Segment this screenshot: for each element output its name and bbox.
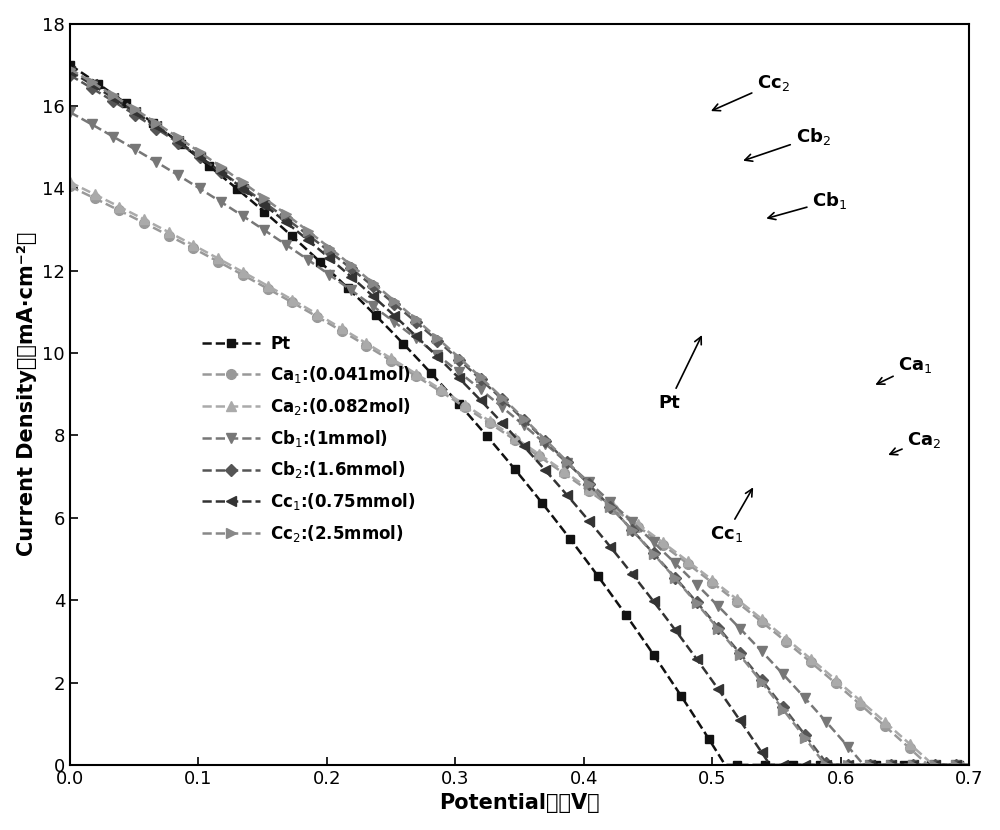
Cc2:(2.5mmol) — [64, 64, 76, 74]
Ca2:(0.082mol) — [228, 262, 240, 272]
Cc2:(2.5mmol) — [760, 683, 772, 693]
Ca1:(0.041mol) — [989, 760, 1000, 770]
Cc2:(2.5mmol) — [482, 379, 494, 389]
Text: Ca$_1$: Ca$_1$ — [877, 355, 933, 384]
Y-axis label: Current Density　（mA·cm⁻²）: Current Density （mA·cm⁻²） — [17, 232, 37, 556]
Cb2:(1.6mmol) — [989, 760, 1000, 770]
Pt — [762, 760, 774, 770]
Line: Cc1:(0.75mmol): Cc1:(0.75mmol) — [65, 66, 1000, 769]
Cc1:(0.75mmol) — [760, 754, 772, 764]
Ca2:(0.082mol) — [682, 556, 694, 566]
Pt — [989, 760, 1000, 770]
Cb2:(1.6mmol) — [228, 176, 240, 186]
Pt — [302, 246, 314, 256]
Text: Pt: Pt — [658, 337, 701, 412]
Cb1:(1mmol) — [682, 570, 694, 580]
Ca2:(0.082mol) — [64, 178, 76, 188]
Cb2:(1.6mmol) — [302, 230, 314, 240]
Ca2:(0.082mol) — [302, 304, 314, 314]
Cc1:(0.75mmol) — [682, 642, 694, 652]
Text: Cc$_1$: Cc$_1$ — [710, 489, 752, 544]
Cc1:(0.75mmol) — [765, 760, 777, 770]
Ca2:(0.082mol) — [482, 415, 494, 425]
Ca1:(0.041mol) — [64, 181, 76, 191]
Text: Cb$_2$: Cb$_2$ — [745, 126, 831, 161]
Legend: Pt, Ca$_1$:(0.041mol), Ca$_2$:(0.082mol), Cb$_1$:(1mmol), Cb$_2$:(1.6mmol), Cc$_: Pt, Ca$_1$:(0.041mol), Ca$_2$:(0.082mol)… — [195, 329, 422, 551]
Line: Ca1:(0.041mol): Ca1:(0.041mol) — [65, 182, 1000, 769]
Cb1:(1mmol) — [64, 107, 76, 117]
Cb2:(1.6mmol) — [822, 760, 834, 770]
Cc2:(2.5mmol) — [682, 588, 694, 598]
Pt — [720, 760, 732, 770]
Cc2:(2.5mmol) — [989, 760, 1000, 770]
Cb2:(1.6mmol) — [64, 71, 76, 81]
Pt — [482, 432, 494, 442]
Pt — [64, 60, 76, 70]
Cb1:(1mmol) — [760, 652, 772, 662]
Line: Cc2:(2.5mmol): Cc2:(2.5mmol) — [65, 64, 1000, 769]
Cb1:(1mmol) — [482, 391, 494, 401]
Text: Ca$_2$: Ca$_2$ — [890, 430, 942, 455]
Line: Cb1:(1mmol): Cb1:(1mmol) — [65, 107, 1000, 769]
Cb2:(1.6mmol) — [609, 507, 621, 517]
Cb2:(1.6mmol) — [482, 382, 494, 392]
Ca2:(0.082mol) — [989, 760, 1000, 770]
Cc2:(2.5mmol) — [302, 226, 314, 236]
Text: Cb$_1$: Cb$_1$ — [768, 190, 848, 220]
Ca2:(0.082mol) — [929, 760, 941, 770]
Ca2:(0.082mol) — [609, 502, 621, 512]
Pt — [682, 701, 694, 710]
Ca1:(0.041mol) — [482, 417, 494, 427]
Cc1:(0.75mmol) — [989, 760, 1000, 770]
Ca1:(0.041mol) — [760, 621, 772, 631]
Cb1:(1mmol) — [228, 205, 240, 215]
Cb2:(1.6mmol) — [682, 587, 694, 597]
Line: Cb2:(1.6mmol): Cb2:(1.6mmol) — [66, 71, 999, 769]
Ca1:(0.041mol) — [228, 265, 240, 275]
Cc2:(2.5mmol) — [820, 760, 832, 770]
Ca2:(0.082mol) — [760, 618, 772, 627]
Cb1:(1mmol) — [989, 760, 1000, 770]
Ca1:(0.041mol) — [302, 306, 314, 316]
Pt — [609, 594, 621, 604]
Ca1:(0.041mol) — [922, 760, 934, 770]
Cb2:(1.6mmol) — [760, 681, 772, 691]
X-axis label: Potential　（V）: Potential （V） — [439, 793, 600, 813]
Text: Cc$_2$: Cc$_2$ — [713, 73, 790, 110]
Cc1:(0.75mmol) — [228, 177, 240, 187]
Cc2:(2.5mmol) — [609, 506, 621, 516]
Line: Pt: Pt — [66, 61, 999, 769]
Cb1:(1mmol) — [609, 501, 621, 511]
Cc1:(0.75mmol) — [609, 548, 621, 558]
Cc1:(0.75mmol) — [64, 66, 76, 76]
Cc1:(0.75mmol) — [302, 235, 314, 245]
Cc1:(0.75mmol) — [482, 403, 494, 413]
Cc2:(2.5mmol) — [228, 171, 240, 181]
Cb1:(1mmol) — [302, 255, 314, 265]
Cb1:(1mmol) — [859, 760, 871, 770]
Ca1:(0.041mol) — [682, 559, 694, 569]
Line: Ca2:(0.082mol): Ca2:(0.082mol) — [65, 178, 1000, 769]
Pt — [228, 181, 240, 191]
Ca1:(0.041mol) — [609, 505, 621, 515]
